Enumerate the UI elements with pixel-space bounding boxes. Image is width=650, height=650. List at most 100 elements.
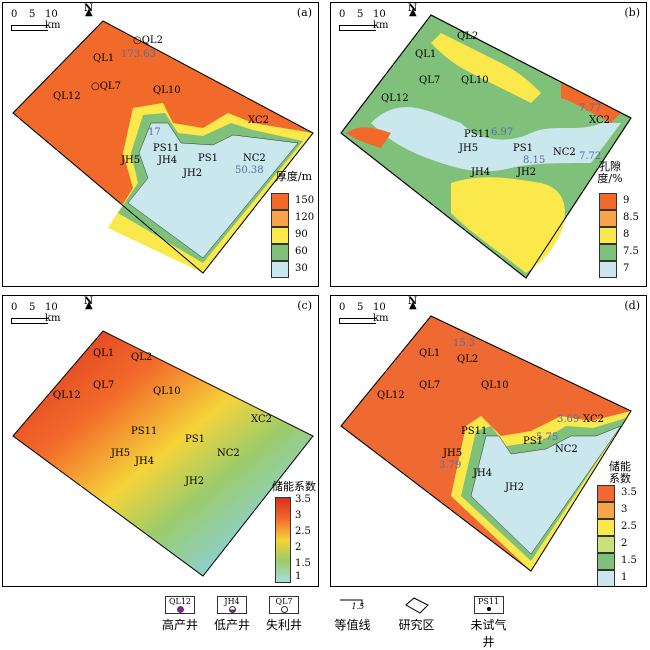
well-ps11: PS11: [461, 426, 488, 437]
scale-tick-10: 10 km: [45, 302, 61, 324]
well-ql12: QL12: [53, 390, 81, 401]
value-b-nc2: 7.72: [579, 151, 602, 162]
legend-d: 储能系数 3.5 3 2.5 2 1.5 1: [597, 460, 646, 586]
scalebar-c: 0 5 10 km: [11, 302, 71, 328]
scale-tick-0: 0: [339, 302, 346, 313]
value-b-ps11: 6.97: [491, 127, 514, 138]
well-ql7: ○QL7: [91, 81, 121, 92]
well-ql7: QL7: [419, 75, 441, 86]
well-ps1: PS1: [198, 153, 218, 164]
well-nc2: NC2: [555, 444, 578, 455]
legend-b: 孔隙度/% 9 8.5 8 7.5 7: [597, 161, 646, 281]
scalebar-d: 0 5 10 km: [339, 302, 399, 328]
key-contour-line: 1.5 等值线: [334, 599, 371, 632]
map-b-svg: [340, 14, 632, 279]
well-ps1: PS1: [523, 436, 543, 447]
well-ql10: QL10: [153, 386, 181, 397]
well-xc2: XC2: [589, 115, 610, 126]
well-ps1: PS1: [513, 143, 533, 154]
well-jh4: JH4: [471, 167, 491, 178]
map-c-svg: [12, 330, 314, 577]
key-low-yield-well: JH4 低产井: [213, 596, 250, 632]
map-d-svg: [340, 315, 632, 572]
panel-a-label: (a): [296, 6, 312, 19]
well-jh5: JH5: [443, 448, 463, 459]
value-b-xc2: 7.77: [579, 103, 602, 114]
north-arrow-icon: ▲ N: [84, 296, 94, 311]
well-xc2: XC2: [248, 115, 269, 126]
well-nc2: NC2: [243, 153, 266, 164]
scale-tick-5: 5: [357, 9, 364, 20]
well-ps11: PS11: [464, 129, 491, 140]
well-ql2: QL2: [457, 354, 479, 365]
key-high-yield-well: QL12 高产井: [161, 596, 198, 632]
map-a-svg: [12, 20, 314, 274]
value-a-ps11: 17: [148, 127, 161, 138]
scale-tick-0: 0: [11, 9, 18, 20]
well-ql12: QL12: [53, 91, 81, 102]
scale-tick-5: 5: [29, 9, 36, 20]
panel-c-storage-coefficient-raster: (c) 0 5 10 km ▲ N QL1 QL2 QL7 QL12 QL10 X…: [2, 295, 319, 587]
well-xc2: XC2: [583, 414, 604, 425]
well-jh2: JH2: [183, 168, 203, 179]
well-ql1: QL1: [93, 348, 115, 359]
legend-c-title: 储能系数: [272, 480, 316, 493]
well-ql10: QL10: [481, 380, 509, 391]
key-untested-well: PS11 未试气井: [470, 596, 507, 649]
value-d-ps1: 5.75: [536, 432, 559, 443]
legend-d-title: 储能系数: [609, 460, 631, 485]
value-b-ps1: 8.15: [523, 155, 546, 166]
well-ql10: QL10: [461, 75, 489, 86]
scale-tick-0: 0: [11, 302, 18, 313]
north-arrow-icon: ▲ N: [84, 3, 94, 18]
panel-c-label: (c): [297, 299, 312, 312]
well-ql7: QL7: [419, 380, 441, 391]
legend-b-title: 孔隙度/%: [597, 160, 623, 185]
well-jh4: JH4: [158, 155, 178, 166]
well-ql7: QL7: [93, 380, 115, 391]
well-nc2: NC2: [217, 448, 240, 459]
scale-tick-5: 5: [29, 302, 36, 313]
key-study-area: 研究区: [394, 596, 439, 633]
panel-b-label: (b): [624, 6, 640, 19]
scale-tick-10: 10 km: [373, 302, 389, 324]
well-ql12: QL12: [381, 93, 409, 104]
well-ql1: QL1: [415, 49, 437, 60]
value-d-jh5: 3.79: [439, 460, 462, 471]
well-ps1: PS1: [185, 434, 205, 445]
well-ql12: QL12: [377, 390, 405, 401]
well-ql2: ○QL2: [133, 35, 163, 46]
well-jh5: JH5: [459, 143, 479, 154]
well-ql1: QL1: [419, 348, 441, 359]
panel-b-porosity-map: (b) 0 5 10 km ▲ N QL2 QL1 QL7 QL12 QL10 X…: [330, 2, 647, 287]
well-ql2: QL2: [457, 31, 479, 42]
scalebar-b: 0 5 10 km: [339, 9, 399, 35]
value-a-nc2: 50.38: [235, 165, 264, 176]
legend-a: 厚度/m 150 120 90 60 30: [271, 170, 318, 281]
well-ps11: PS11: [153, 143, 180, 154]
well-jh4: JH4: [135, 456, 155, 467]
value-d-xc2: 3.69: [557, 414, 580, 425]
well-jh4: JH4: [473, 468, 493, 479]
well-ql10: QL10: [153, 85, 181, 96]
north-arrow-icon: ▲ N: [408, 3, 418, 18]
scale-tick-5: 5: [357, 302, 364, 313]
legend-a-title: 厚度/m: [275, 170, 313, 183]
value-a-ql2: 173.63: [121, 49, 156, 60]
well-nc2: NC2: [553, 147, 576, 158]
well-jh2: JH2: [505, 482, 525, 493]
scale-tick-0: 0: [339, 9, 346, 20]
well-jh5: JH5: [111, 448, 131, 459]
well-ql1: QL1: [93, 53, 115, 64]
scalebar: 0 5 10 km: [11, 9, 71, 35]
well-jh2: JH2: [185, 476, 205, 487]
well-ql2: QL2: [131, 352, 153, 363]
panel-a-thickness-map: (a) 0 5 10 km ▲ N ○QL2 QL1 ○QL7 QL12 QL10…: [2, 2, 319, 287]
scale-tick-10: 10 km: [45, 9, 61, 31]
key-failed-well: QL7 失利井: [265, 596, 302, 632]
well-jh5: JH5: [121, 155, 141, 166]
north-arrow-icon: ▲ N: [408, 296, 418, 311]
well-jh2: JH2: [517, 167, 537, 178]
panel-d-label: (d): [624, 299, 640, 312]
well-xc2: XC2: [251, 414, 272, 425]
